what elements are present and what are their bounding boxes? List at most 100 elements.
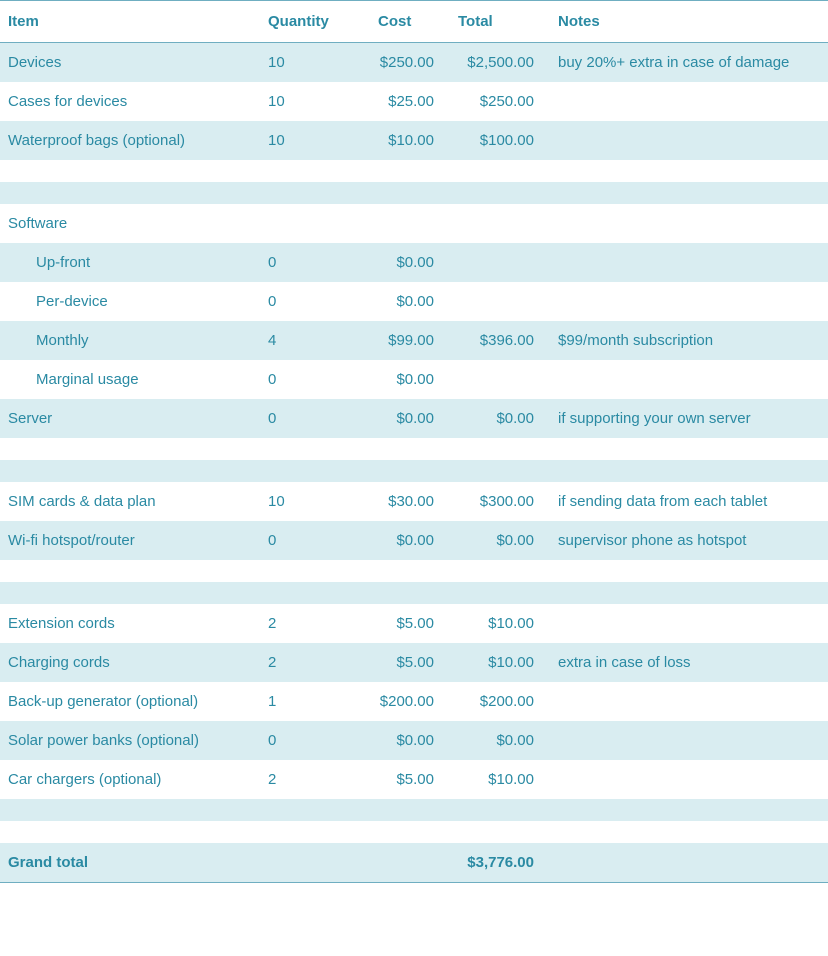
cell-cost: $5.00 (370, 604, 450, 643)
cell-item: Waterproof bags (optional) (0, 121, 260, 160)
table-row (0, 438, 828, 460)
cell-cost: $0.00 (370, 282, 450, 321)
cell-total: $300.00 (450, 482, 550, 521)
cell-cost: $10.00 (370, 121, 450, 160)
cell-cost: $250.00 (370, 43, 450, 83)
cell-cost (370, 204, 450, 243)
cell-cost: $0.00 (370, 399, 450, 438)
cell-notes (550, 243, 828, 282)
cell-total: $0.00 (450, 399, 550, 438)
table-row: Per-device0$0.00 (0, 282, 828, 321)
grand-total-value: $3,776.00 (450, 843, 550, 883)
header-total: Total (450, 1, 550, 43)
header-quantity: Quantity (260, 1, 370, 43)
cell-cost: $25.00 (370, 82, 450, 121)
cell-cost: $30.00 (370, 482, 450, 521)
cell-notes (550, 121, 828, 160)
cell-total: $250.00 (450, 82, 550, 121)
cell-quantity: 10 (260, 121, 370, 160)
cell-notes (550, 721, 828, 760)
cell-item: Marginal usage (0, 360, 260, 399)
table-row (0, 821, 828, 843)
cell-quantity: 0 (260, 721, 370, 760)
table-row: Server0$0.00$0.00if supporting your own … (0, 399, 828, 438)
header-notes: Notes (550, 1, 828, 43)
table-row: Car chargers (optional)2$5.00$10.00 (0, 760, 828, 799)
cell-total: $0.00 (450, 721, 550, 760)
cell-total (450, 360, 550, 399)
cell-item: Car chargers (optional) (0, 760, 260, 799)
grand-total-label: Grand total (0, 843, 260, 883)
table-row (0, 582, 828, 604)
cell-cost: $0.00 (370, 360, 450, 399)
cell-notes: extra in case of loss (550, 643, 828, 682)
cell-item: Extension cords (0, 604, 260, 643)
cell-cost: $0.00 (370, 721, 450, 760)
table-row: Monthly4$99.00$396.00$99/month subscript… (0, 321, 828, 360)
table-row: Extension cords2$5.00$10.00 (0, 604, 828, 643)
cell-total: $396.00 (450, 321, 550, 360)
cell-cost: $0.00 (370, 521, 450, 560)
cell-quantity: 10 (260, 482, 370, 521)
table-row (0, 182, 828, 204)
cell-quantity: 0 (260, 399, 370, 438)
cell-notes (550, 682, 828, 721)
grand-total-row: Grand total $3,776.00 (0, 843, 828, 883)
table-row: Waterproof bags (optional)10$10.00$100.0… (0, 121, 828, 160)
cell-total: $2,500.00 (450, 43, 550, 83)
cell-total (450, 243, 550, 282)
cell-cost: $5.00 (370, 760, 450, 799)
cell-notes (550, 760, 828, 799)
cell-quantity: 2 (260, 604, 370, 643)
table-row: Cases for devices10$25.00$250.00 (0, 82, 828, 121)
table-row: Wi-fi hotspot/router0$0.00$0.00superviso… (0, 521, 828, 560)
table-row: Devices10$250.00$2,500.00buy 20%+ extra … (0, 43, 828, 83)
cell-quantity (260, 204, 370, 243)
cell-notes: $99/month subscription (550, 321, 828, 360)
table-row: Software (0, 204, 828, 243)
table-row (0, 799, 828, 821)
cell-total: $200.00 (450, 682, 550, 721)
cell-quantity: 10 (260, 82, 370, 121)
cell-notes (550, 360, 828, 399)
cell-total: $0.00 (450, 521, 550, 560)
cell-cost: $99.00 (370, 321, 450, 360)
cell-quantity: 0 (260, 521, 370, 560)
header-row: Item Quantity Cost Total Notes (0, 1, 828, 43)
cell-item: Per-device (0, 282, 260, 321)
cell-quantity: 2 (260, 643, 370, 682)
cell-total (450, 282, 550, 321)
table-row (0, 160, 828, 182)
cell-notes (550, 282, 828, 321)
cell-cost: $200.00 (370, 682, 450, 721)
cell-item: Wi-fi hotspot/router (0, 521, 260, 560)
cell-cost: $0.00 (370, 243, 450, 282)
cell-item: Server (0, 399, 260, 438)
cell-quantity: 10 (260, 43, 370, 83)
cell-notes (550, 604, 828, 643)
cell-quantity: 2 (260, 760, 370, 799)
cell-total (450, 204, 550, 243)
cell-total: $10.00 (450, 604, 550, 643)
cell-notes: if sending data from each tablet (550, 482, 828, 521)
cell-quantity: 0 (260, 243, 370, 282)
cell-quantity: 1 (260, 682, 370, 721)
cell-notes (550, 82, 828, 121)
cell-total: $10.00 (450, 643, 550, 682)
cell-notes: buy 20%+ extra in case of damage (550, 43, 828, 83)
cell-notes (550, 204, 828, 243)
cell-item: Up-front (0, 243, 260, 282)
table-row: Back-up generator (optional)1$200.00$200… (0, 682, 828, 721)
header-cost: Cost (370, 1, 450, 43)
cell-item: Charging cords (0, 643, 260, 682)
cell-item: Devices (0, 43, 260, 83)
cell-quantity: 0 (260, 360, 370, 399)
cell-notes: if supporting your own server (550, 399, 828, 438)
cell-notes: supervisor phone as hotspot (550, 521, 828, 560)
budget-table: Item Quantity Cost Total Notes Devices10… (0, 0, 828, 883)
cell-item: Monthly (0, 321, 260, 360)
cell-total: $100.00 (450, 121, 550, 160)
cell-cost: $5.00 (370, 643, 450, 682)
table-row (0, 560, 828, 582)
table-row: Up-front0$0.00 (0, 243, 828, 282)
